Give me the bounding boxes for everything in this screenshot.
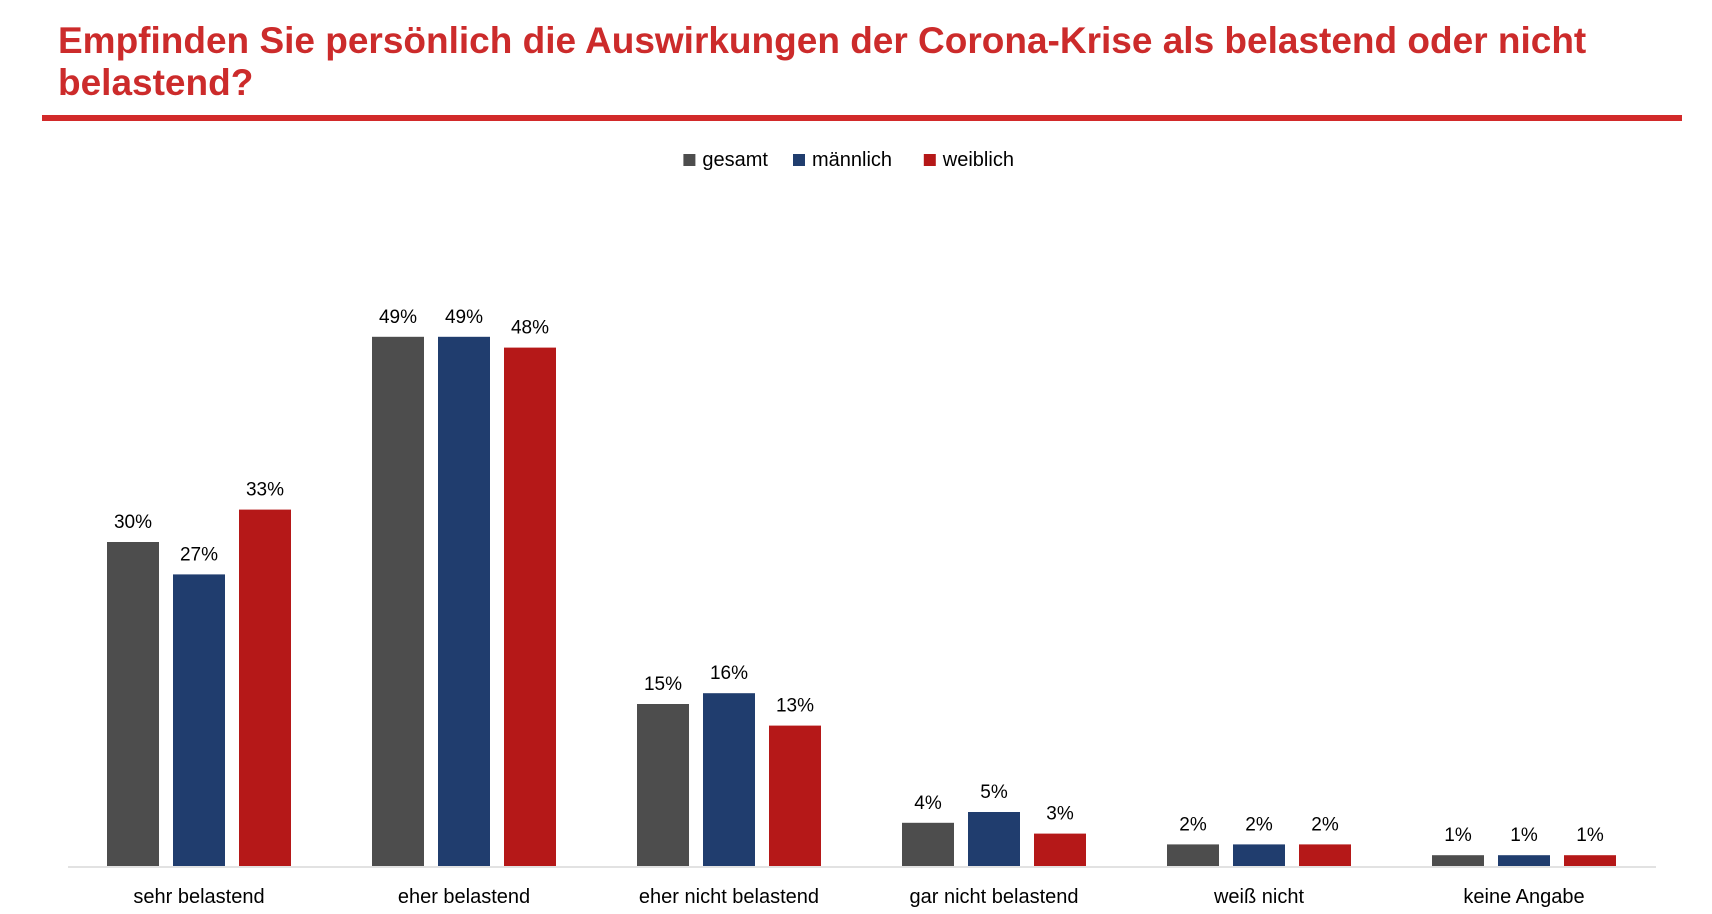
data-label-5-1: 1% [1510,825,1538,846]
data-label-4-0: 2% [1179,814,1207,835]
bar-0-0 [107,542,159,866]
data-label-3-2: 3% [1046,804,1074,825]
bar-1-0 [372,336,424,866]
data-label-4-2: 2% [1311,814,1339,835]
data-label-5-2: 1% [1576,825,1604,846]
data-label-4-1: 2% [1245,814,1273,835]
bar-3-1 [968,812,1020,866]
category-label-group: sehr belastend eher belastend eher nicht b… [133,886,1584,908]
data-label-2-0: 15% [644,674,682,695]
data-label-3-1: 5% [980,782,1008,803]
data-label-0-2: 33% [246,480,284,501]
bar-0-1 [173,574,225,866]
chart-legend: gesamt männlich weiblich [683,149,1014,171]
bar-5-2 [1564,855,1616,866]
bar-4-1 [1233,844,1285,866]
data-label-5-0: 1% [1444,825,1472,846]
bar-4-2 [1299,844,1351,866]
legend-label-0: gesamt [702,149,768,171]
value-label-group: 30% 27% 33% 49% 49% 48% 15% 16% 13% 4% 5% 3% 2% 2% 2% 1… [114,307,1604,846]
bar-1-1 [438,336,490,866]
x-tick-label-5: keine Angabe [1463,886,1584,908]
bar-group [107,336,1616,867]
title-rule [42,115,1682,121]
data-label-1-0: 49% [379,307,417,328]
x-tick-label-0: sehr belastend [133,886,264,908]
data-label-2-1: 16% [710,663,748,684]
bar-0-2 [239,509,291,866]
bar-2-0 [637,704,689,866]
bar-3-2 [1034,833,1086,866]
page-title: Empfinden Sie persönlich die Auswirkunge… [58,20,1587,103]
x-tick-label-2: eher nicht belastend [639,886,819,908]
bar-4-0 [1167,844,1219,866]
legend-swatch-0 [683,154,696,166]
bar-3-0 [902,822,954,866]
data-label-2-2: 13% [776,696,814,717]
data-label-1-2: 48% [511,318,549,339]
legend-swatch-1 [793,154,805,166]
bar-2-1 [703,693,755,866]
x-tick-label-1: eher belastend [398,886,530,908]
legend-swatch-2 [923,154,936,166]
bar-5-1 [1498,855,1550,866]
x-tick-label-4: weiß nicht [1213,886,1304,908]
data-label-3-0: 4% [914,793,942,814]
legend-label-1: männlich [812,149,892,171]
bar-2-2 [769,725,821,866]
bar-1-2 [504,347,556,867]
bar-5-0 [1432,855,1484,866]
data-label-0-1: 27% [180,544,218,565]
x-tick-label-3: gar nicht belastend [909,886,1078,908]
data-label-1-1: 49% [445,307,483,328]
legend-label-2: weiblich [942,149,1014,171]
data-label-0-0: 30% [114,512,152,533]
